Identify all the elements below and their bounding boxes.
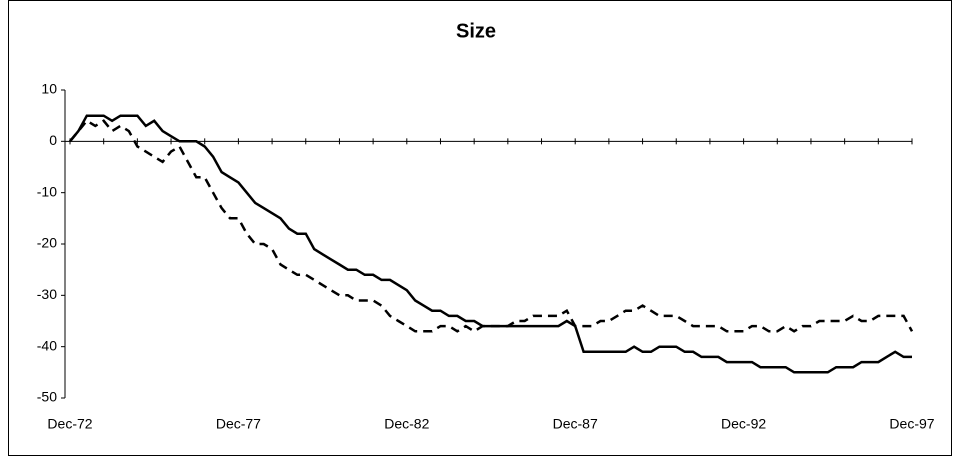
series-line	[69, 119, 914, 333]
x-tick-label: Dec-97	[889, 416, 934, 432]
x-tick-label: Dec-82	[384, 416, 429, 432]
y-tick-label: -50	[37, 389, 57, 405]
y-tick-label: 10	[41, 81, 57, 97]
y-tick-label: -20	[37, 235, 57, 251]
x-tick-label: Dec-87	[553, 416, 598, 432]
y-tick-label: 0	[49, 132, 57, 148]
chart-frame	[8, 0, 952, 456]
chart-title: Size	[456, 20, 496, 42]
y-tick-label: -10	[37, 183, 57, 199]
y-tick-label: -40	[37, 337, 57, 353]
y-tick-label: -30	[37, 286, 57, 302]
x-tick-label: Dec-92	[721, 416, 766, 432]
x-tick-label: Dec-72	[47, 416, 92, 432]
x-tick-label: Dec-77	[216, 416, 261, 432]
